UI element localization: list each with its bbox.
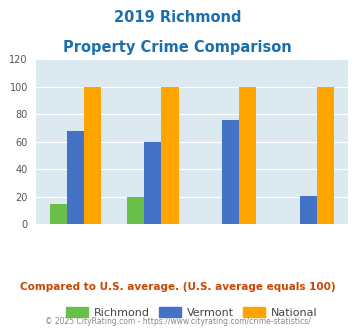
Text: Property Crime Comparison: Property Crime Comparison (63, 40, 292, 54)
Text: Compared to U.S. average. (U.S. average equals 100): Compared to U.S. average. (U.S. average … (20, 282, 335, 292)
Bar (84, 87, 101, 224)
Legend: Richmond, Vermont, National: Richmond, Vermont, National (62, 303, 322, 322)
Bar (127, 197, 144, 224)
Bar (317, 87, 334, 224)
Bar (67, 131, 84, 224)
Bar (300, 195, 317, 224)
Bar (50, 204, 67, 224)
Bar (222, 120, 239, 224)
Bar (144, 142, 162, 224)
Bar (162, 87, 179, 224)
Bar (239, 87, 256, 224)
Text: 2019 Richmond: 2019 Richmond (114, 10, 241, 25)
Text: © 2025 CityRating.com - https://www.cityrating.com/crime-statistics/: © 2025 CityRating.com - https://www.city… (45, 317, 310, 326)
